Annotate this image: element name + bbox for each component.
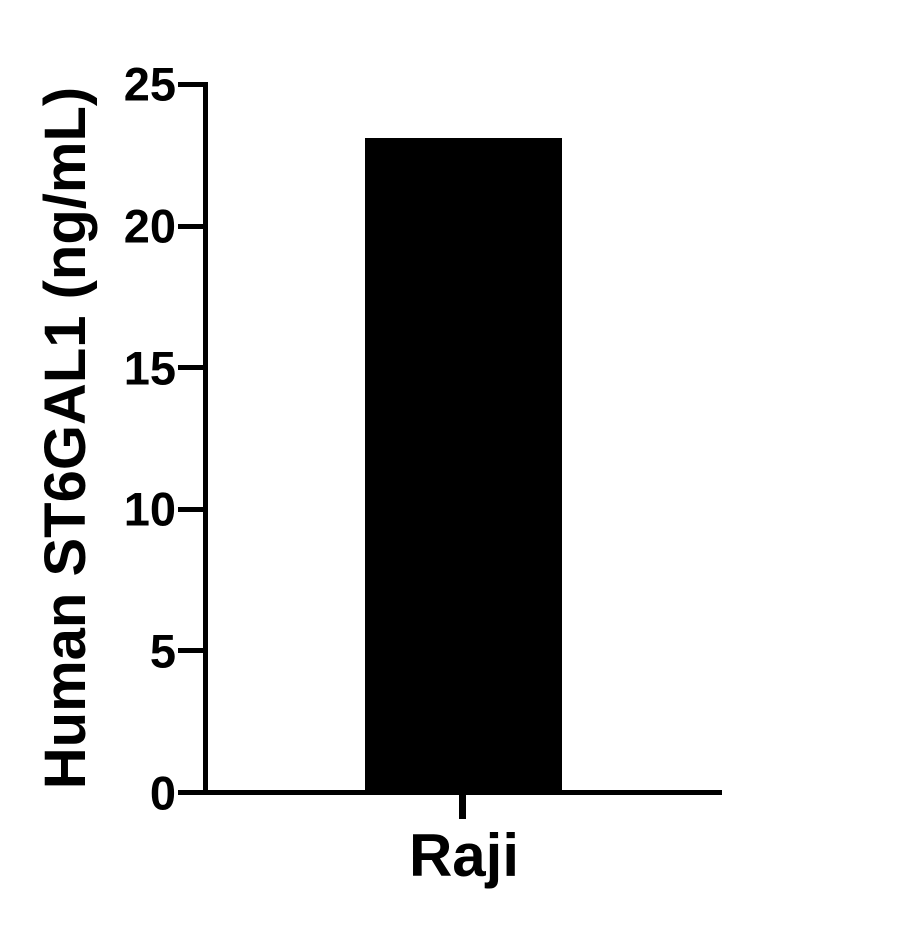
y-tick-label: 0 bbox=[149, 766, 176, 819]
x-axis-line bbox=[203, 790, 722, 795]
bar-raji bbox=[365, 138, 562, 793]
x-tick-mark-raji bbox=[459, 795, 466, 819]
y-tick-mark bbox=[178, 648, 203, 654]
y-tick-label: 20 bbox=[123, 199, 176, 253]
y-tick-mark bbox=[178, 223, 203, 229]
y-tick-label: 10 bbox=[123, 482, 176, 536]
y-tick-mark bbox=[178, 81, 203, 87]
y-tick-label: 5 bbox=[149, 624, 176, 678]
y-axis-line bbox=[203, 82, 208, 795]
y-tick-label: 15 bbox=[123, 341, 176, 395]
y-tick-mark bbox=[178, 790, 203, 795]
y-tick-mark bbox=[178, 506, 203, 512]
y-tick-label: 25 bbox=[123, 57, 176, 111]
y-tick-mark bbox=[178, 365, 203, 371]
x-category-label: Raji bbox=[408, 822, 520, 889]
y-axis-title: Human ST6GAL1 (ng/mL) bbox=[33, 86, 98, 790]
